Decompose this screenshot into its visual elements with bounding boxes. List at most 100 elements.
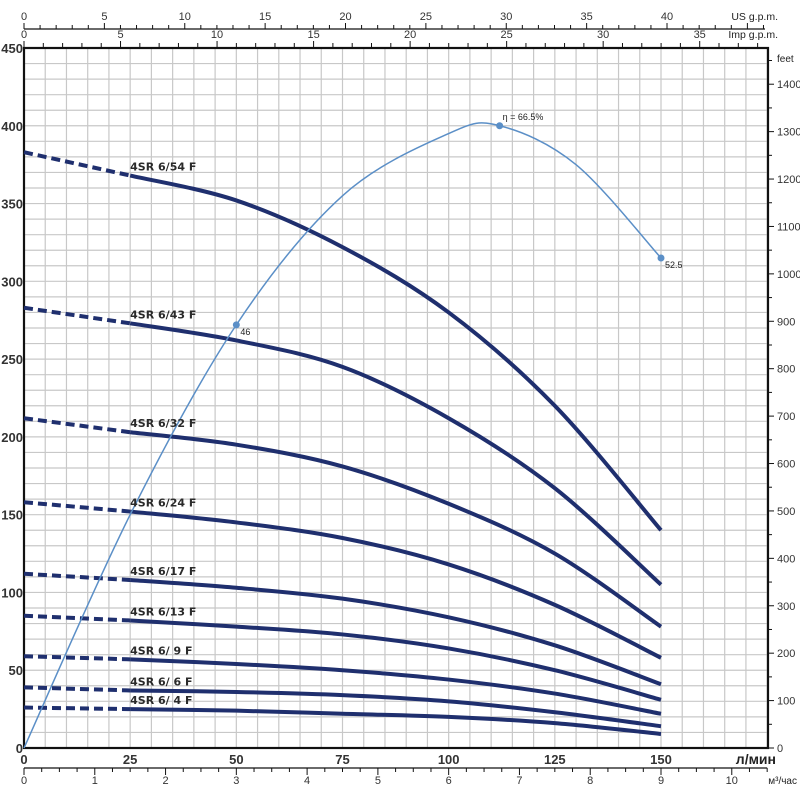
m3h-tick-label: 0 xyxy=(21,775,27,787)
m3h-tick-label: 8 xyxy=(587,775,593,787)
us-gpm-tick-label: 20 xyxy=(339,11,351,23)
y-tick-label: 100 xyxy=(1,585,23,600)
y-tick-label: 200 xyxy=(1,430,23,445)
m3h-tick-label: 4 xyxy=(304,775,310,787)
m3h-tick-label: 10 xyxy=(726,775,738,787)
feet-unit-label: feet xyxy=(777,54,794,65)
feet-tick-label: 1200 xyxy=(777,174,800,186)
efficiency-marker xyxy=(657,254,665,262)
m3h-tick-label: 9 xyxy=(658,775,664,787)
x-axis-unit-label: л/мин xyxy=(736,751,776,767)
feet-tick-label: 900 xyxy=(777,316,795,328)
imp-gpm-tick-label: 5 xyxy=(117,29,123,41)
us-gpm-tick-label: 10 xyxy=(179,11,191,23)
feet-tick-label: 0 xyxy=(777,743,783,755)
pump-curve-dashed xyxy=(23,305,131,326)
curve-label: 4SR 6/32 F xyxy=(130,417,196,430)
curve-label: 4SR 6/13 F xyxy=(130,605,196,618)
curve-label: 4SR 6/ 4 F xyxy=(130,694,192,707)
x-tick-label: 100 xyxy=(438,752,460,767)
pump-curve xyxy=(130,707,662,736)
curve-label: 4SR 6/54 F xyxy=(130,161,196,174)
feet-tick-label: 800 xyxy=(777,364,795,376)
x-tick-label: 50 xyxy=(229,752,243,767)
m3h-tick-label: 3 xyxy=(233,775,239,787)
feet-tick-label: 1400 xyxy=(777,79,800,91)
x-tick-label: 25 xyxy=(123,752,137,767)
x-tick-label: 75 xyxy=(335,752,349,767)
curve-label: 4SR 6/ 9 F xyxy=(130,644,192,657)
pump-curve xyxy=(130,578,662,687)
imp-gpm-unit-label: Imp g.p.m. xyxy=(728,29,778,41)
imp-gpm-tick-label: 15 xyxy=(307,29,319,41)
m3h-unit-label: м³/час xyxy=(768,776,797,787)
pump-curves xyxy=(23,150,663,736)
pump-curve-dashed xyxy=(23,685,131,693)
us-gpm-unit-label: US g.p.m. xyxy=(731,11,778,23)
pump-curve xyxy=(129,509,662,660)
feet-tick-label: 1300 xyxy=(777,127,800,139)
feet-tick-label: 700 xyxy=(777,411,795,423)
efficiency-marker xyxy=(232,321,240,329)
efficiency-curve: 46 η = 66.5% 52.5 xyxy=(23,112,683,749)
x-tick-label: 150 xyxy=(650,752,672,767)
us-gpm-tick-label: 0 xyxy=(21,11,27,23)
pump-curve xyxy=(130,657,662,716)
us-gpm-tick-label: 30 xyxy=(500,11,512,23)
us-gpm-tick-label: 5 xyxy=(101,11,107,23)
pump-curve xyxy=(130,618,662,702)
imp-gpm-tick-label: 0 xyxy=(21,29,27,41)
curve-labels: 4SR 6/54 F 4SR 6/43 F 4SR 6/32 F 4SR 6/24 F… xyxy=(130,161,196,708)
pump-curve xyxy=(129,173,663,532)
top-axes: 0 5 10 15 20 25 30 35 40 US g.p.m. 0 5 10 15 20 25 30 35 I… xyxy=(21,11,778,47)
us-gpm-tick-label: 15 xyxy=(259,11,271,23)
pump-curve xyxy=(129,430,663,629)
x-tick-label: 0 xyxy=(20,752,27,767)
right-axis-feet: 0 100 200 300 400 500 600 700 800 900 1000 1100 1200… xyxy=(768,54,800,755)
y-tick-label: 0 xyxy=(16,741,23,756)
imp-gpm-tick-label: 25 xyxy=(501,29,513,41)
us-gpm-tick-label: 40 xyxy=(661,11,673,23)
efficiency-marker-label: 52.5 xyxy=(665,260,683,270)
y-tick-label: 150 xyxy=(1,508,23,523)
m3h-tick-label: 2 xyxy=(162,775,168,787)
feet-tick-label: 500 xyxy=(777,506,795,518)
y-tick-label: 450 xyxy=(1,41,23,56)
feet-tick-label: 400 xyxy=(777,553,795,565)
efficiency-line xyxy=(23,122,662,749)
pump-curve-dashed xyxy=(23,705,131,712)
us-gpm-tick-label: 35 xyxy=(581,11,593,23)
curve-label: 4SR 6/17 F xyxy=(130,565,196,578)
m3h-tick-label: 1 xyxy=(92,775,98,787)
y-tick-label: 250 xyxy=(1,352,23,367)
m3h-tick-label: 6 xyxy=(446,775,452,787)
imp-gpm-tick-label: 30 xyxy=(597,29,609,41)
plot-frame xyxy=(22,46,770,750)
feet-tick-label: 200 xyxy=(777,648,795,660)
m3h-tick-label: 5 xyxy=(375,775,381,787)
efficiency-marker xyxy=(496,122,504,130)
pump-curve-dashed xyxy=(23,571,131,582)
imp-gpm-tick-label: 35 xyxy=(694,29,706,41)
m3h-tick-label: 7 xyxy=(516,775,522,787)
pump-curve-dashed xyxy=(23,613,131,623)
feet-tick-label: 300 xyxy=(777,601,795,613)
imp-gpm-tick-label: 10 xyxy=(211,29,223,41)
y-tick-label: 50 xyxy=(9,663,23,678)
efficiency-marker-label: 46 xyxy=(240,327,250,337)
feet-tick-label: 600 xyxy=(777,459,795,471)
y-tick-label: 300 xyxy=(1,274,23,289)
axes: 0 50 100 150 200 250 300 350 400 450 0 25 50 75 100 125… xyxy=(1,41,776,767)
pump-curve xyxy=(130,688,662,729)
feet-tick-label: 100 xyxy=(777,696,795,708)
pump-curve-dashed xyxy=(23,654,131,662)
curve-label: 4SR 6/43 F xyxy=(130,308,196,321)
curve-label: 4SR 6/ 6 F xyxy=(130,675,192,688)
x-tick-label: 125 xyxy=(544,752,566,767)
us-gpm-tick-label: 25 xyxy=(420,11,432,23)
efficiency-marker-label: η = 66.5% xyxy=(503,112,544,122)
curve-label: 4SR 6/24 F xyxy=(130,497,196,510)
imp-gpm-tick-label: 20 xyxy=(404,29,416,41)
pump-curve-dashed xyxy=(23,150,131,178)
